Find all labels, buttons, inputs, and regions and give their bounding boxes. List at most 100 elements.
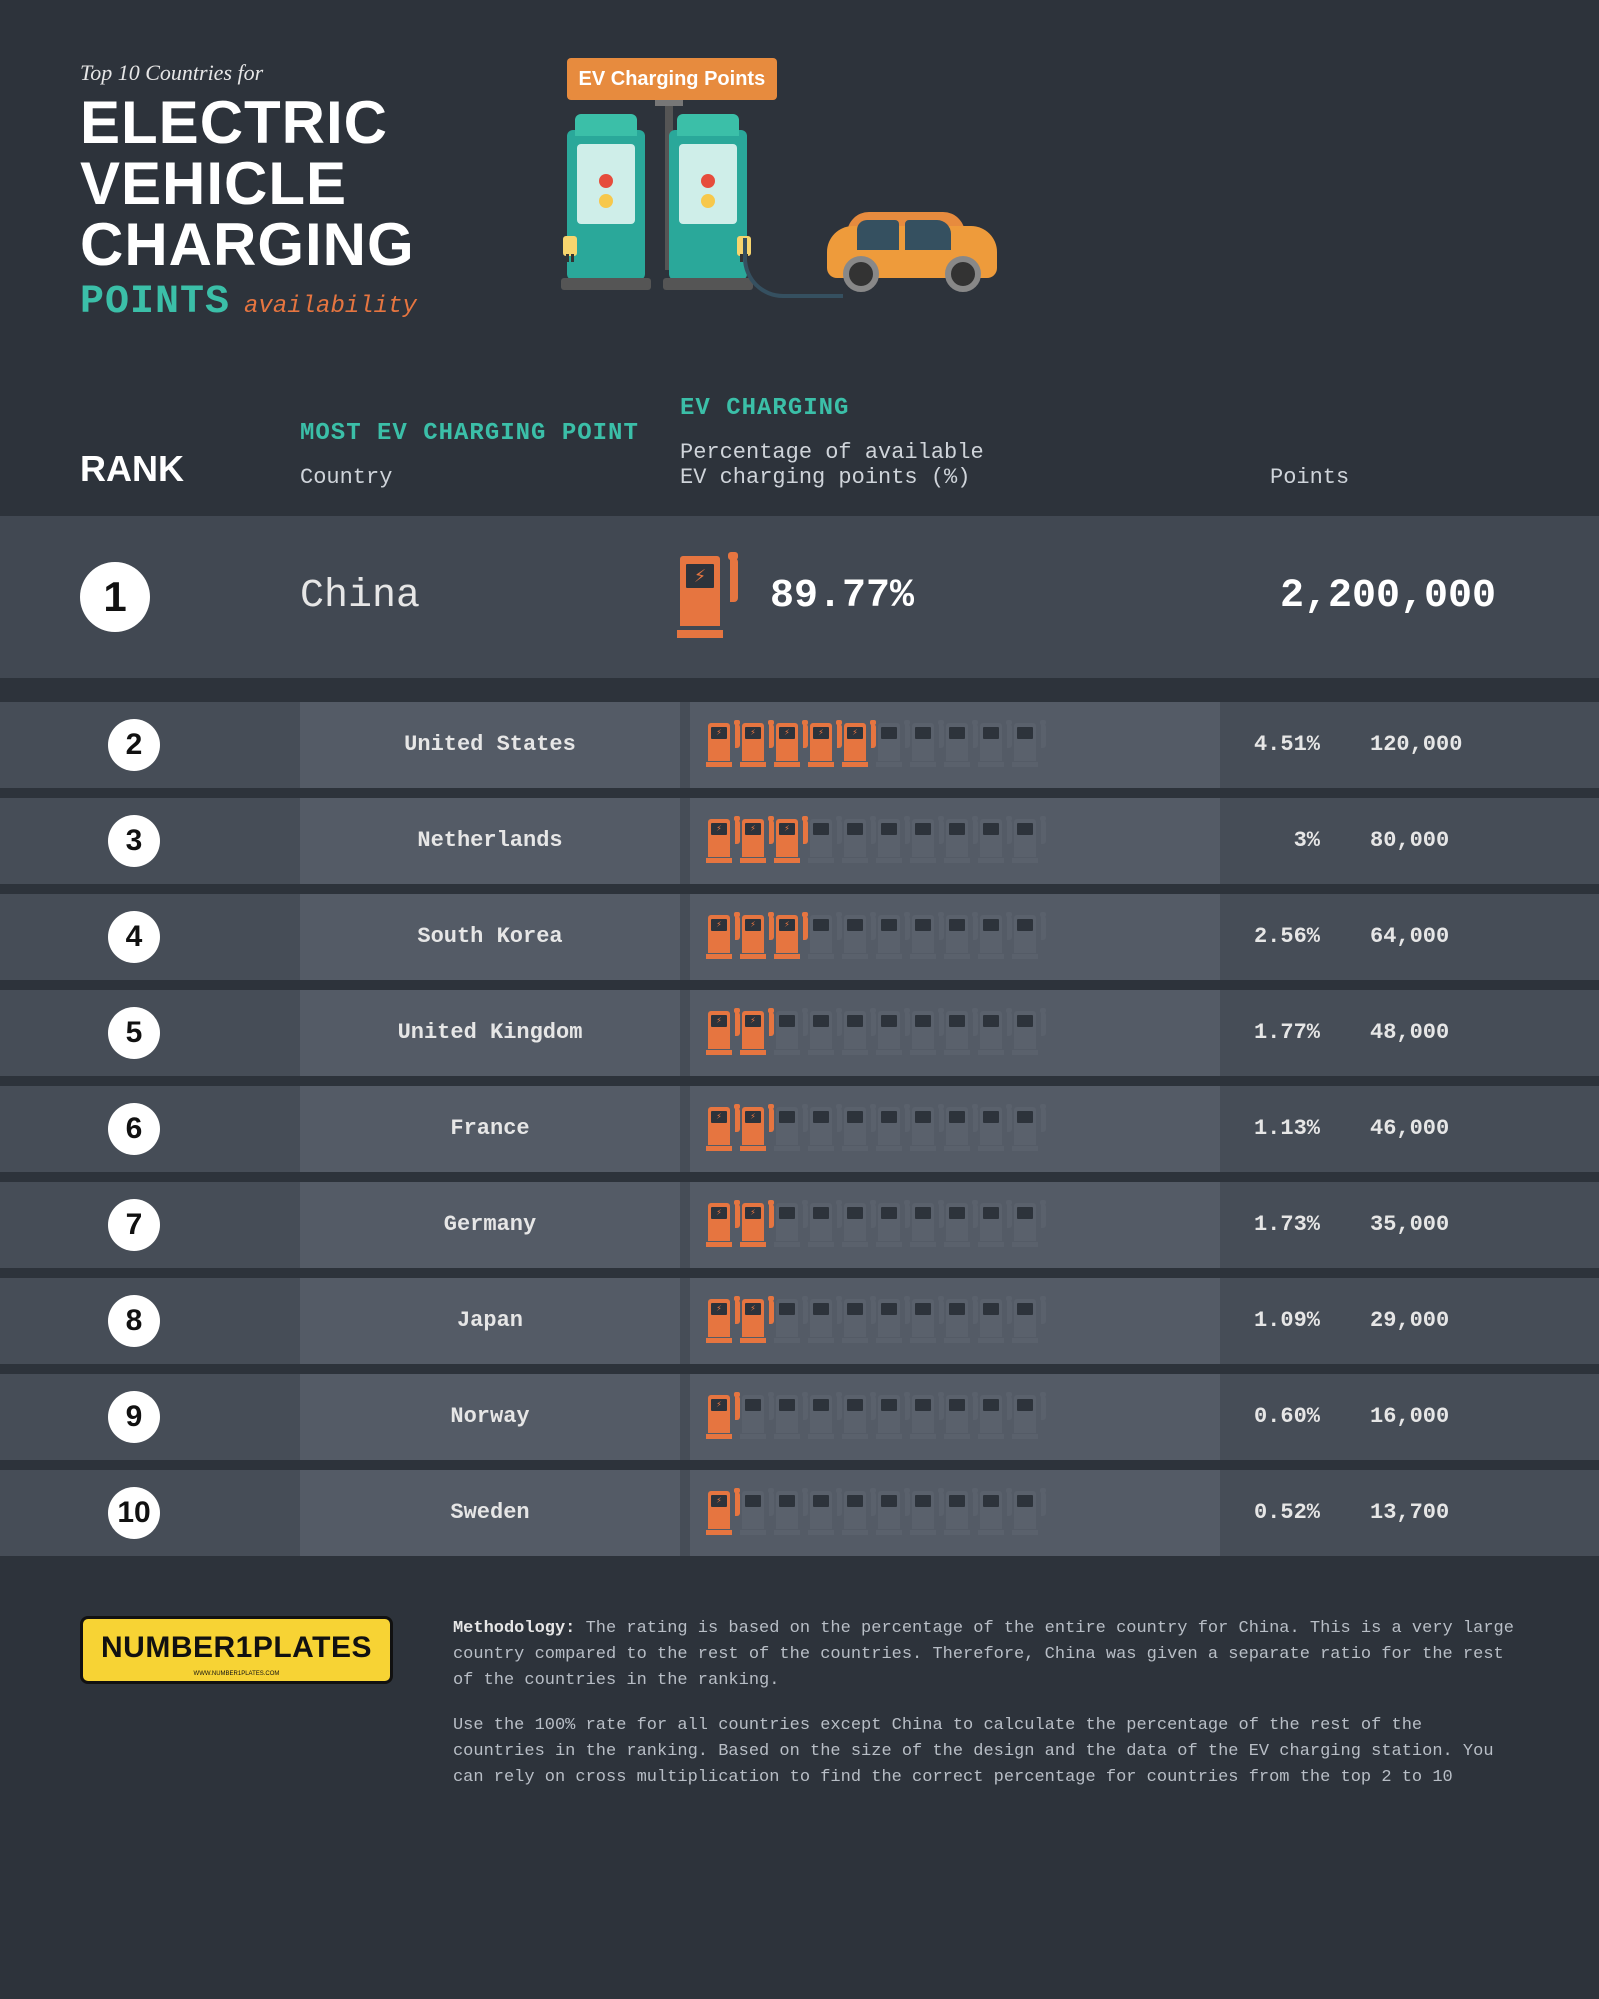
pump-icon <box>980 723 1008 767</box>
pump-icon <box>776 1395 804 1439</box>
pump-icon <box>742 1011 770 1055</box>
pump-icon <box>1014 1107 1042 1151</box>
country-name: Germany <box>444 1212 536 1237</box>
pump-icons <box>690 798 1220 884</box>
title-block: Top 10 Countries for ELECTRIC VEHICLE CH… <box>80 60 417 325</box>
country-name: South Korea <box>417 924 562 949</box>
ev-header-group: EV CHARGING Percentage of available EV c… <box>680 395 1240 490</box>
pump-icon <box>810 1203 838 1247</box>
points-value: 80,000 <box>1340 828 1519 853</box>
pretitle: Top 10 Countries for <box>80 60 417 86</box>
featured-points: 2,200,000 <box>1280 574 1519 619</box>
pump-icon <box>810 915 838 959</box>
footer: NUMBER1PLATES WWW.NUMBER1PLATES.COM Meth… <box>0 1566 1599 1810</box>
pump-icon <box>742 1107 770 1151</box>
points-value: 46,000 <box>1340 1116 1519 1141</box>
pump-icon <box>980 1107 1008 1151</box>
pump-icon <box>1014 1011 1042 1055</box>
pump-icon <box>980 1395 1008 1439</box>
pump-icon <box>708 915 736 959</box>
pump-icon <box>708 723 736 767</box>
subtitle-availability: availability <box>244 293 417 320</box>
pump-icon <box>844 1107 872 1151</box>
points-value: 13,700 <box>1340 1500 1519 1525</box>
percent-value: 1.13% <box>1220 1116 1340 1141</box>
pump-icon <box>776 1491 804 1535</box>
table-row: 10 Sweden 0.52% 13,700 <box>0 1470 1599 1556</box>
pump-icons <box>690 702 1220 788</box>
header: Top 10 Countries for ELECTRIC VEHICLE CH… <box>0 60 1599 375</box>
pump-icon <box>776 1107 804 1151</box>
pump-icon <box>844 1299 872 1343</box>
pump-icon <box>810 1491 838 1535</box>
pump-icon <box>844 915 872 959</box>
pump-icon <box>1014 915 1042 959</box>
charger-icon <box>567 130 645 280</box>
methodology-p1: The rating is based on the percentage of… <box>453 1619 1514 1691</box>
pump-icon <box>912 1299 940 1343</box>
featured-percent-wrap: ⚡ 89.77% <box>680 556 1280 638</box>
pump-icon <box>810 819 838 863</box>
pump-icon <box>708 1107 736 1151</box>
logo-text: NUMBER1PLATES <box>101 1631 372 1664</box>
charger-illustration: EV Charging Points <box>447 60 1519 300</box>
pump-icons <box>690 1278 1220 1364</box>
subtitle-points: POINTS <box>80 280 230 325</box>
pump-icon <box>912 915 940 959</box>
country-header: Country <box>300 465 680 490</box>
pump-icon <box>776 1203 804 1247</box>
rank-badge: 3 <box>108 815 160 867</box>
pump-icon <box>776 1299 804 1343</box>
pump-icon <box>810 1395 838 1439</box>
pump-icon <box>1014 1203 1042 1247</box>
rank-badge: 2 <box>108 719 160 771</box>
country-name: Japan <box>457 1308 523 1333</box>
rank-badge: 5 <box>108 1007 160 1059</box>
points-value: 48,000 <box>1340 1020 1519 1045</box>
pump-icon <box>742 723 770 767</box>
pump-icon <box>980 819 1008 863</box>
charger-icon <box>669 130 747 280</box>
pump-icon <box>708 1203 736 1247</box>
pump-icon <box>878 1299 906 1343</box>
pump-icon <box>878 1395 906 1439</box>
country-name: United States <box>404 732 576 757</box>
percent-value: 2.56% <box>1220 924 1340 949</box>
pump-icon <box>1014 1395 1042 1439</box>
title-line: ELECTRIC <box>80 92 417 153</box>
pump-icon <box>844 819 872 863</box>
rank-badge: 6 <box>108 1103 160 1155</box>
pump-icon <box>1014 723 1042 767</box>
percent-value: 0.52% <box>1220 1500 1340 1525</box>
pump-icon <box>708 1491 736 1535</box>
percent-value: 1.73% <box>1220 1212 1340 1237</box>
points-value: 35,000 <box>1340 1212 1519 1237</box>
pump-icon <box>980 1491 1008 1535</box>
pump-icon <box>776 819 804 863</box>
pump-icon <box>878 1107 906 1151</box>
pump-icon <box>912 819 940 863</box>
pump-icons <box>690 1182 1220 1268</box>
pump-icon <box>878 1203 906 1247</box>
pump-icon <box>878 819 906 863</box>
points-value: 16,000 <box>1340 1404 1519 1429</box>
sign-label: EV Charging Points <box>567 58 777 100</box>
pump-icon <box>946 819 974 863</box>
points-value: 64,000 <box>1340 924 1519 949</box>
pump-icon <box>912 1395 940 1439</box>
pump-icon <box>844 1203 872 1247</box>
pump-icons <box>690 894 1220 980</box>
pump-icon <box>912 1011 940 1055</box>
ev-charging-header: EV CHARGING <box>680 395 1240 422</box>
pump-icon <box>844 1011 872 1055</box>
country-name: Norway <box>450 1404 529 1429</box>
pump-icon <box>742 1203 770 1247</box>
pump-icon <box>912 1107 940 1151</box>
table-row: 2 United States 4.51% 120,000 <box>0 702 1599 788</box>
title-line: CHARGING <box>80 214 417 275</box>
methodology-p2: Use the 100% rate for all countries exce… <box>453 1713 1519 1792</box>
pump-icon <box>980 1203 1008 1247</box>
pump-icon <box>844 1491 872 1535</box>
table-row: 6 France 1.13% 46,000 <box>0 1086 1599 1172</box>
subtitle-row: POINTS availability <box>80 280 417 325</box>
